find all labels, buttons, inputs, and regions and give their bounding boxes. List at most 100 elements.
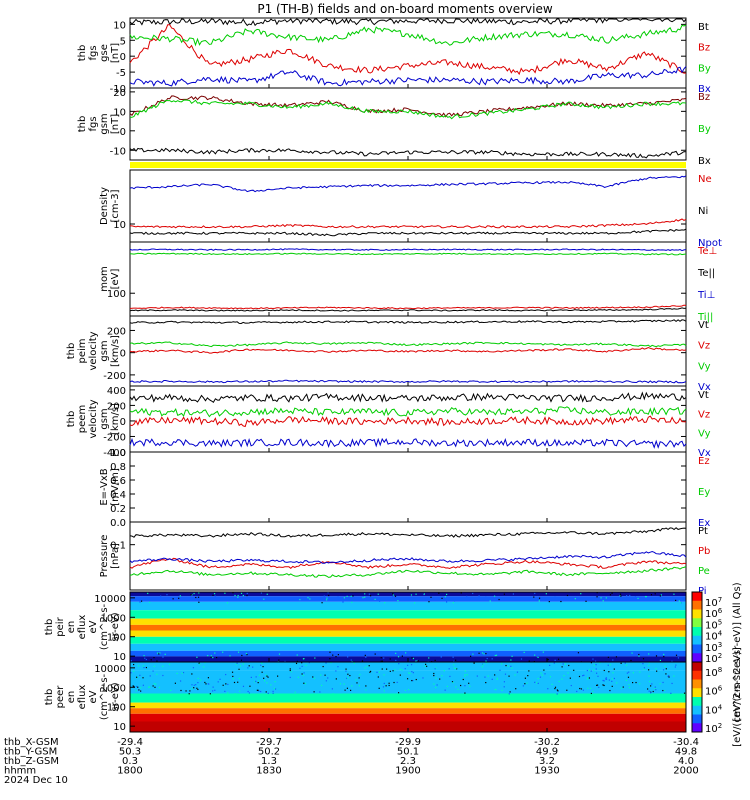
spectrogram-pixel xyxy=(638,655,640,657)
y-axis-label: [km/s] xyxy=(110,335,121,367)
spectrogram-pixel xyxy=(156,660,158,662)
spectrogram-pixel xyxy=(142,684,144,686)
spectrogram-pixel xyxy=(503,681,506,683)
spectrogram-pixel xyxy=(637,597,639,600)
spectrogram-pixel xyxy=(411,670,413,673)
y-tick-label: 10 xyxy=(113,20,126,31)
spectrogram-pixel xyxy=(361,660,364,662)
spectrogram-pixel xyxy=(649,680,651,683)
spectrogram-pixel xyxy=(346,687,349,689)
spectrogram-pixel xyxy=(257,682,259,684)
y-tick-label: 0.0 xyxy=(110,518,126,529)
spectrogram-pixel xyxy=(232,592,234,594)
spectrogram-pixel xyxy=(189,690,191,692)
spectrogram-pixel xyxy=(675,654,678,656)
spectrogram-pixel xyxy=(274,688,277,690)
spectrogram-pixel xyxy=(342,601,344,603)
spectrogram-pixel xyxy=(511,652,514,655)
y-tick-label: 10 xyxy=(113,722,126,733)
spectrogram-pixel xyxy=(376,671,378,673)
spectrogram-pixel xyxy=(656,670,658,672)
x-tick-label: 50.2 xyxy=(258,747,280,758)
spectrogram-pixel xyxy=(464,692,466,694)
spectrogram-pixel xyxy=(369,595,372,597)
spectrogram-pixel xyxy=(378,671,381,673)
spectrogram-pixel xyxy=(207,683,209,685)
spectrogram-pixel xyxy=(647,688,649,690)
spectrogram-pixel xyxy=(662,669,665,671)
spectrogram-pixel xyxy=(511,667,513,669)
panel-frame xyxy=(129,521,687,591)
colorbar-segment xyxy=(692,670,702,680)
spectrogram-pixel xyxy=(374,598,376,600)
spectrogram-pixel xyxy=(166,594,168,596)
spectrogram-pixel xyxy=(672,596,674,598)
colorbar-tick-label: 104 xyxy=(705,703,723,716)
spectrogram-pixel xyxy=(410,664,413,666)
spectrogram-pixel xyxy=(147,686,150,688)
spectrogram-pixel xyxy=(472,653,474,655)
spectrogram-pixel xyxy=(365,685,367,687)
spectrogram-pixel xyxy=(526,682,528,684)
spectrogram-pixel xyxy=(440,656,442,658)
spectrogram-pixel xyxy=(153,683,155,685)
spectrogram-pixel xyxy=(406,678,409,680)
y-axis-label: peer xyxy=(55,685,66,709)
spectrogram-pixel xyxy=(423,593,426,595)
spectrogram-pixel xyxy=(428,601,430,603)
y-axis-label: (cm^2-s- xyxy=(99,673,110,720)
spectrogram-pixel xyxy=(258,690,260,692)
spectrogram-pixel xyxy=(242,663,244,665)
spectrogram-pixel xyxy=(611,685,613,687)
spectrogram-pixel xyxy=(683,692,686,694)
spectrogram-pixel xyxy=(232,675,234,678)
spectrogram-pixel xyxy=(415,678,417,681)
spectrogram-pixel xyxy=(509,691,511,693)
legend-label: Bx xyxy=(698,156,711,167)
spectrogram-pixel xyxy=(648,662,650,664)
spectrogram-band xyxy=(130,713,686,722)
y-axis-label: eV xyxy=(88,690,99,703)
spectrogram-pixel xyxy=(380,657,382,659)
spectrogram-pixel xyxy=(622,686,624,688)
spectrogram-pixel xyxy=(214,689,216,691)
x-tick-label: 49.8 xyxy=(675,747,697,758)
spectrogram-pixel xyxy=(489,600,491,602)
spectrogram-pixel xyxy=(225,683,227,685)
spectrogram-pixel xyxy=(335,656,337,658)
spectrogram-pixel xyxy=(561,666,563,668)
series-line-Ti⊥ xyxy=(129,248,687,252)
x-tick-label: 1800 xyxy=(117,766,142,777)
spectrogram-pixel xyxy=(605,678,608,680)
spectrogram-pixel xyxy=(624,662,626,664)
spectrogram-pixel xyxy=(335,678,337,680)
y-axis-label: eflux xyxy=(77,615,88,640)
y-axis-label: velocity xyxy=(88,331,99,370)
spectrogram-pixel xyxy=(330,662,332,664)
spectrogram-pixel xyxy=(343,683,345,685)
spectrogram-pixel xyxy=(659,659,662,661)
spectrogram-pixel xyxy=(327,677,329,679)
spectrogram-pixel xyxy=(444,689,446,691)
y-axis-label: thb xyxy=(44,619,55,636)
y-tick-label: 100 xyxy=(107,633,126,644)
spectrogram-pixel xyxy=(596,596,598,598)
spectrogram-pixel xyxy=(630,659,632,662)
legend-label: Ti|| xyxy=(697,312,713,323)
spectrogram-pixel xyxy=(345,668,347,670)
y-tick-label: 10 xyxy=(113,107,126,118)
x-tick-label: -29.4 xyxy=(117,737,143,748)
spectrogram-pixel xyxy=(216,656,218,659)
spectrogram-pixel xyxy=(266,682,268,684)
colorbar-label: [eV/(cm^2-s-sr-eV)] (All Qs) xyxy=(732,582,743,721)
spectrogram-pixel xyxy=(654,686,656,688)
spectrogram-pixel xyxy=(332,654,334,656)
y-axis-label: [nT] xyxy=(110,43,121,63)
y-axis-label: fgs xyxy=(88,45,99,60)
spectrogram-pixel xyxy=(179,680,182,682)
y-axis-label: sr-eV) xyxy=(110,682,121,711)
spectrogram-pixel xyxy=(472,592,474,595)
spectrogram-pixel xyxy=(563,675,565,677)
spectrogram-pixel xyxy=(178,597,180,599)
